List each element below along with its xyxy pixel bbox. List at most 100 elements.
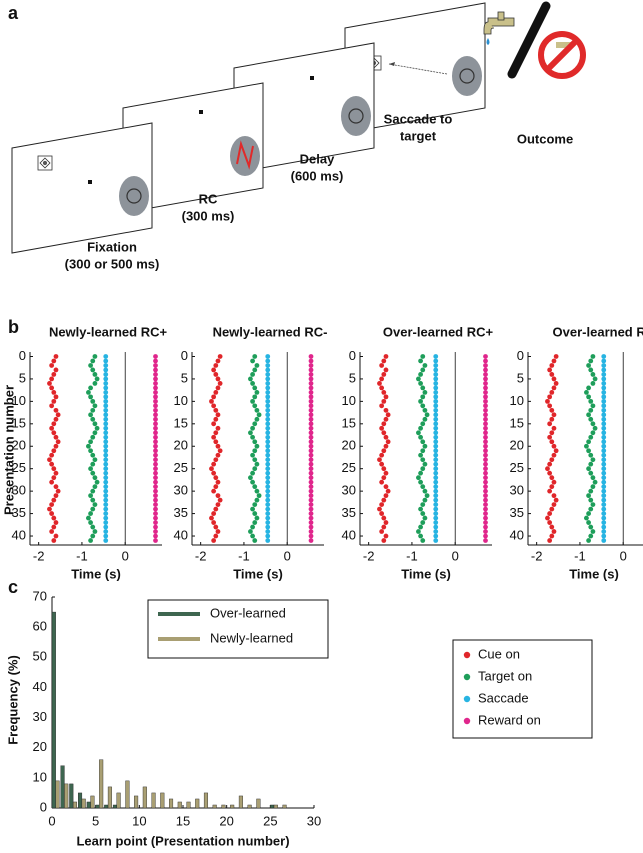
- event-dot: [420, 457, 426, 463]
- event-dot: [103, 372, 109, 377]
- event-dot: [94, 479, 100, 485]
- bar: [116, 792, 121, 809]
- event-dot: [308, 524, 314, 530]
- event-dot: [418, 358, 423, 364]
- event-dot: [103, 443, 109, 449]
- event-dot: [601, 493, 607, 499]
- bar: [125, 780, 130, 809]
- x-tick-label: -1: [238, 548, 250, 563]
- event-dot: [433, 425, 439, 431]
- event-dot: [483, 389, 488, 395]
- event-dot: [483, 524, 488, 530]
- y-tick-label: 30: [342, 483, 356, 498]
- event-dot: [103, 466, 109, 472]
- event-dot: [90, 416, 96, 422]
- y-tick-label: 40: [174, 527, 188, 542]
- event-dot: [153, 439, 158, 445]
- event-dot: [211, 403, 217, 409]
- event-dot: [265, 358, 271, 364]
- target-disk: [452, 56, 482, 96]
- event-dot: [215, 502, 221, 508]
- event-dot: [103, 538, 109, 543]
- event-dot: [483, 358, 488, 364]
- event-dot: [601, 538, 607, 543]
- event-dot: [103, 470, 109, 476]
- x-axis-label: Time (s): [71, 566, 121, 581]
- event-dot: [601, 367, 607, 373]
- event-dot: [601, 416, 607, 422]
- event-dot: [483, 488, 488, 494]
- y-tick-label: 15: [174, 415, 188, 430]
- event-dot: [103, 434, 109, 440]
- event-dot: [49, 376, 55, 382]
- event-dot: [265, 466, 271, 472]
- event-dot: [433, 394, 439, 400]
- event-dot: [103, 381, 109, 386]
- event-dot: [254, 416, 260, 422]
- target-pattern: [459, 68, 475, 84]
- x-tick-label: 0: [452, 548, 459, 563]
- event-dot: [420, 466, 426, 472]
- legend-label: Reward on: [478, 712, 541, 727]
- stimulus-icon: [39, 157, 51, 169]
- event-dot: [254, 515, 260, 521]
- legend-swatch: [463, 673, 471, 681]
- event-dot: [383, 434, 389, 440]
- event-dot: [153, 389, 158, 395]
- y-tick-label: 10: [342, 393, 356, 408]
- target-pattern: [126, 188, 142, 204]
- event-dot: [483, 363, 488, 368]
- event-dot: [433, 497, 439, 503]
- event-dot: [547, 421, 553, 427]
- event-dot: [213, 484, 219, 490]
- plot-title: Newly-learned RC+: [49, 324, 168, 339]
- event-dot: [88, 493, 93, 499]
- event-dot: [103, 398, 109, 404]
- event-dot: [601, 511, 607, 516]
- event-dot: [379, 511, 385, 516]
- event-dot: [211, 421, 217, 427]
- event-dot: [308, 448, 314, 454]
- event-dot: [103, 488, 109, 494]
- legend-swatch: [463, 717, 471, 725]
- event-dot: [483, 502, 488, 508]
- event-dot: [433, 367, 439, 373]
- event-dot: [308, 502, 314, 508]
- event-dot: [545, 515, 550, 521]
- event-dot: [379, 385, 385, 391]
- event-dot: [549, 430, 555, 436]
- event-dot: [153, 497, 158, 503]
- event-dot: [483, 533, 488, 539]
- event-dot: [586, 466, 591, 472]
- event-dot: [265, 529, 271, 534]
- y-tick-label: 30: [12, 483, 26, 498]
- step-label: RC: [199, 191, 218, 206]
- event-dot: [601, 497, 607, 503]
- event-dot: [418, 479, 423, 485]
- event-dot: [153, 421, 158, 427]
- event-dot: [90, 533, 96, 539]
- event-dot: [586, 493, 591, 499]
- event-dot: [250, 381, 255, 386]
- event-dot: [215, 376, 221, 382]
- event-dot: [265, 403, 271, 409]
- event-dot: [103, 479, 109, 485]
- event-dot: [483, 439, 488, 445]
- event-dot: [483, 529, 488, 534]
- event-dot: [483, 448, 488, 454]
- y-tick-label: 10: [33, 769, 47, 784]
- event-dot: [265, 502, 271, 508]
- event-dot: [385, 439, 391, 445]
- x-tick-label: 5: [92, 813, 99, 828]
- event-dot: [433, 479, 439, 485]
- event-dot: [483, 430, 488, 436]
- event-dot: [433, 461, 439, 467]
- event-dot: [422, 443, 428, 449]
- event-dot: [308, 538, 314, 543]
- event-dot: [213, 416, 219, 422]
- saccade-arrow: [389, 62, 395, 66]
- bar: [142, 786, 147, 809]
- y-tick-label: 5: [349, 370, 356, 385]
- event-dot: [433, 403, 439, 409]
- event-dot: [94, 425, 100, 431]
